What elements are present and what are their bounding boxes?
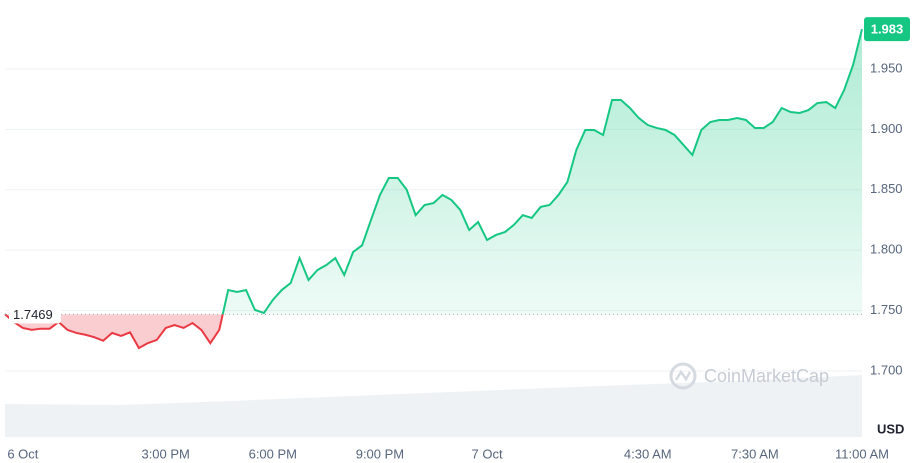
x-tick-label: 6:00 PM [249, 446, 297, 461]
y-tick-label: 1.900 [870, 121, 903, 136]
y-tick-label: 1.850 [870, 181, 903, 196]
y-tick-label: 1.700 [870, 362, 903, 377]
x-tick-label: 4:30 AM [624, 446, 672, 461]
price-line-down [4, 314, 224, 350]
current-price-badge [864, 17, 910, 42]
current-price-label: 1.983 [871, 22, 904, 37]
x-tick-label: 11:00 AM [835, 446, 889, 461]
y-tick-label: 1.750 [870, 302, 903, 317]
x-tick-label: 9:00 PM [356, 446, 404, 461]
currency-label: USD [877, 421, 904, 436]
x-tick-label: 7:30 AM [731, 446, 779, 461]
x-tick-label: 6 Oct [7, 446, 38, 461]
watermark-text: CoinMarketCap [704, 366, 829, 386]
reference-label-bg [9, 305, 61, 324]
reference-label: 1.7469 [13, 307, 53, 322]
watermark: CoinMarketCap [669, 362, 829, 390]
y-tick-label: 1.950 [870, 60, 903, 75]
x-tick-label: 7 Oct [472, 446, 503, 461]
price-line-up [4, 28, 863, 315]
area-up [5, 29, 862, 315]
y-tick-label: 1.800 [870, 242, 903, 257]
volume-area [5, 375, 862, 437]
x-tick-label: 3:00 PM [141, 446, 189, 461]
